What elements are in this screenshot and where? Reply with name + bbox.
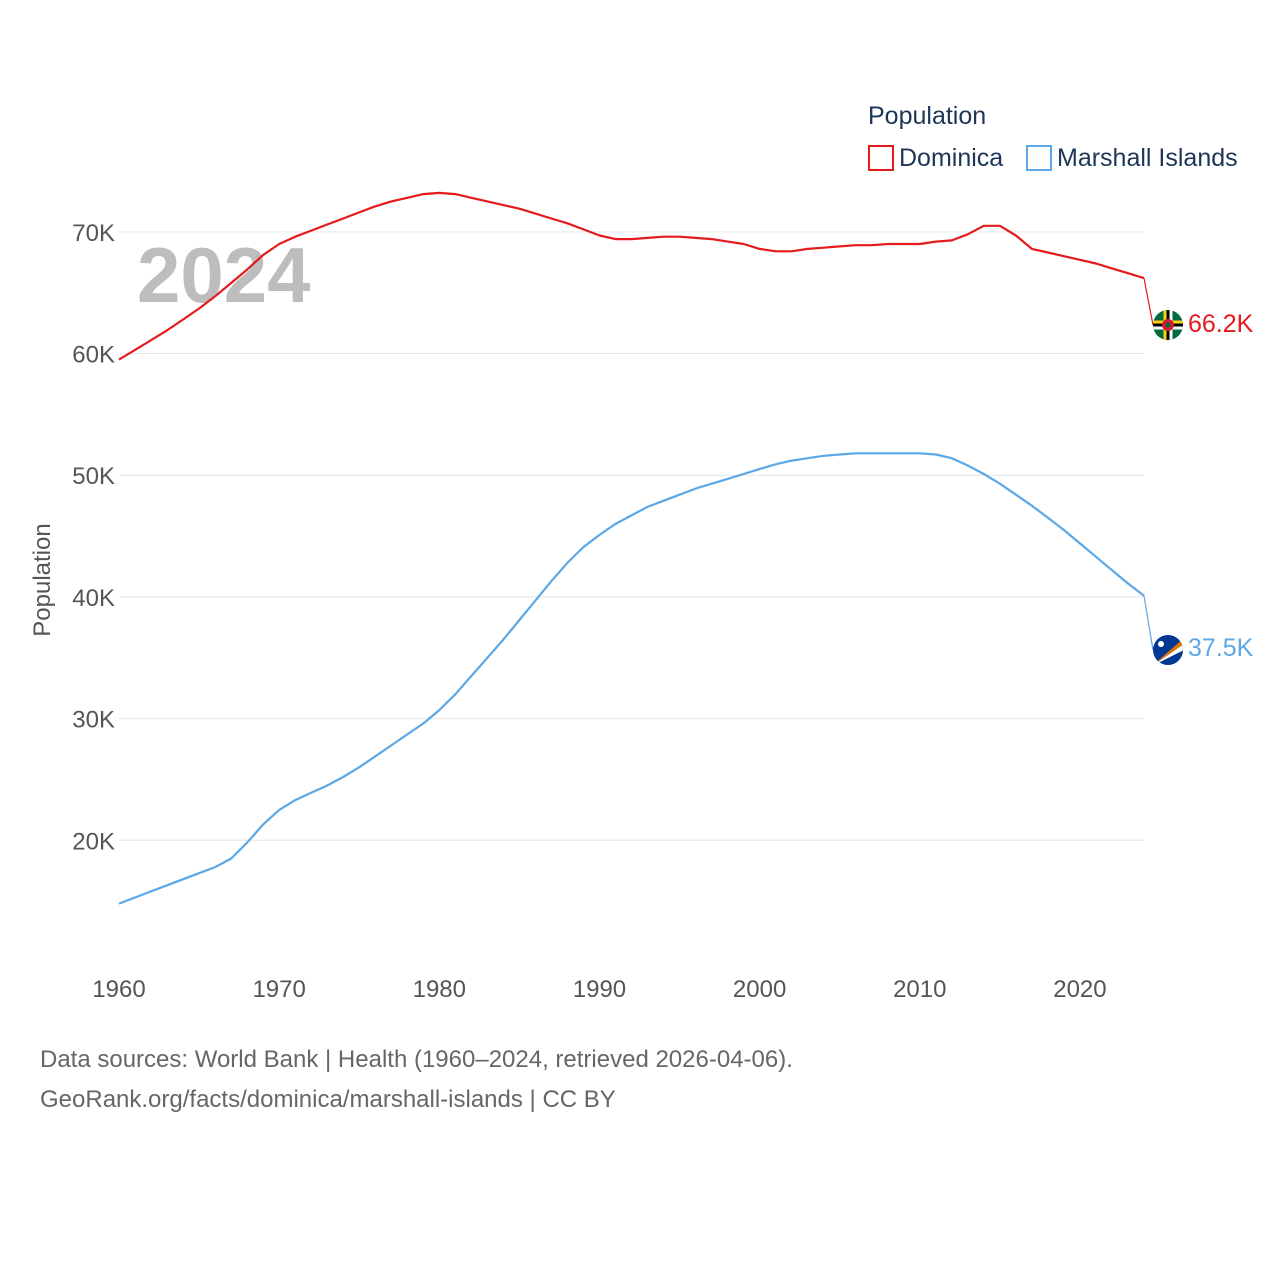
legend-label-dominica: Dominica [899,144,1003,172]
x-tick-label: 1970 [252,976,305,1003]
x-tick-label: 1960 [92,976,145,1003]
y-tick-label: 60K [72,342,115,369]
x-tick-label: 2020 [1053,976,1106,1003]
x-tick-label: 1980 [413,976,466,1003]
series-layer [118,191,1154,905]
y-tick-label: 40K [72,585,115,612]
series-line-marshall-islands[interactable] [118,452,1145,905]
y-tick-label: 50K [72,463,115,490]
y-axis-ticks: 20K 30K 40K 50K 60K 70K [72,220,115,855]
x-tick-label: 1990 [573,976,626,1003]
gridlines [119,231,1144,841]
source-line-1: Data sources: World Bank | Health (1960–… [40,1046,793,1073]
y-tick-label: 20K [72,828,115,855]
dominica-flag-icon [1153,310,1183,340]
x-tick-label: 2000 [733,976,786,1003]
legend: Population Dominica Marshall Islands [868,102,1238,172]
legend-title: Population [868,102,986,130]
source-note: Data sources: World Bank | Health (1960–… [40,1040,793,1120]
series-line-dominica[interactable] [118,191,1145,361]
legend-label-marshall-islands: Marshall Islands [1057,144,1238,172]
marshall-islands-flag-icon [1153,635,1183,665]
legend-item-marshall-islands[interactable]: Marshall Islands [1026,144,1238,172]
legend-swatch-marshall-islands [1026,145,1052,171]
y-tick-label: 30K [72,707,115,734]
end-label-dominica: 66.2K [1188,310,1254,338]
end-connector [1143,277,1154,326]
legend-item-dominica[interactable]: Dominica [868,144,1003,172]
end-connector [1143,595,1154,651]
x-tick-label: 2010 [893,976,946,1003]
y-axis-label: Population [29,523,56,636]
y-tick-label: 70K [72,220,115,247]
legend-swatch-dominica [868,145,894,171]
source-line-2[interactable]: GeoRank.org/facts/dominica/marshall-isla… [40,1086,616,1113]
end-label-marshall-islands: 37.5K [1188,634,1254,662]
x-axis-ticks: 1960 1970 1980 1990 2000 2010 2020 [92,976,1106,1003]
year-watermark: 2024 [137,231,311,319]
